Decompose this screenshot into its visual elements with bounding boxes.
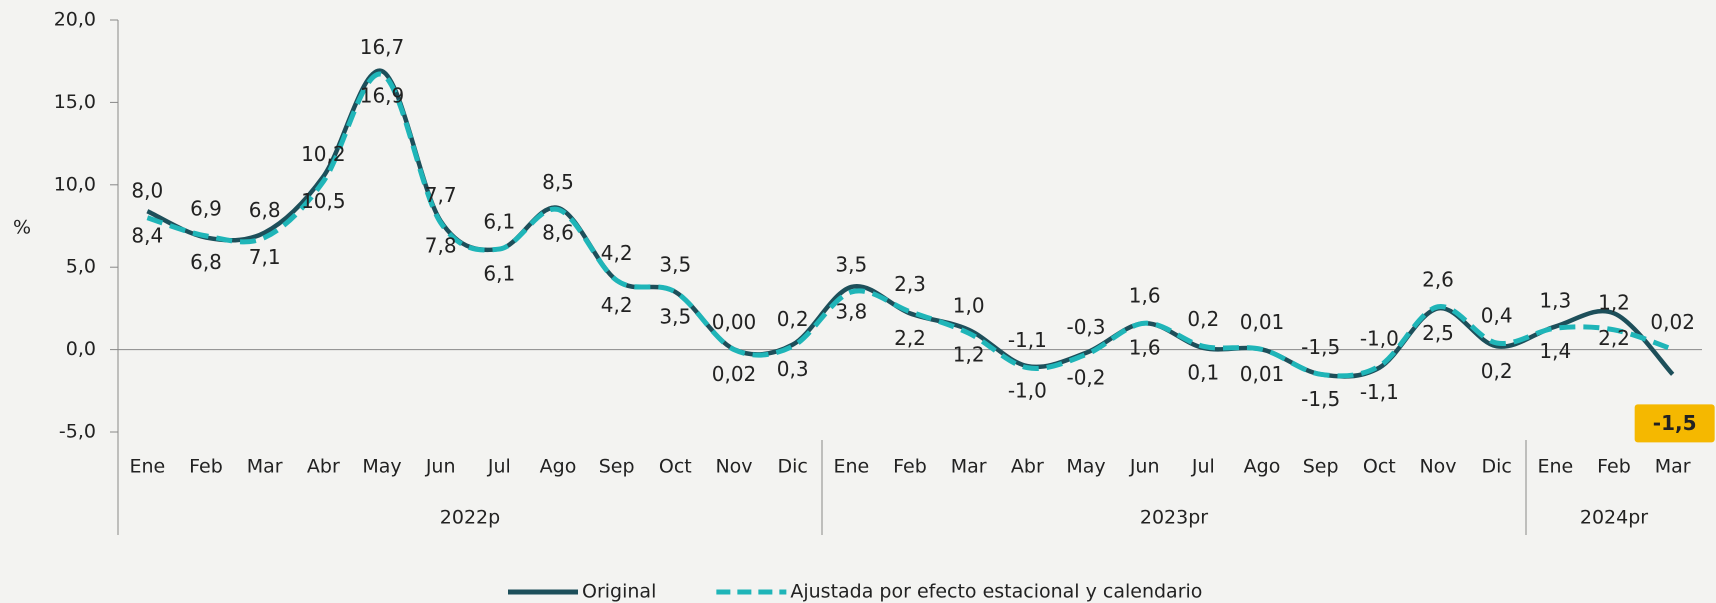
data-label: 1,2 [953,342,985,366]
data-label: 0,4 [1481,304,1513,328]
x-tick-label: Jul [487,456,511,478]
x-tick-label: Ene [833,456,869,478]
x-tick-label: Mar [951,456,987,478]
data-label: 0,2 [1187,307,1219,331]
x-tick-label: Oct [1363,456,1396,478]
data-label: 6,8 [190,250,222,274]
group-label: 2024pr [1580,507,1648,529]
legend-label: Ajustada por efecto estacional y calenda… [790,581,1202,603]
data-label: 3,5 [659,252,691,276]
group-label: 2023pr [1140,507,1208,529]
x-tick-label: Abr [307,456,340,478]
x-tick-label: Nov [715,456,752,478]
x-tick-label: Sep [599,456,635,478]
data-label: 2,2 [1598,326,1630,350]
data-label: -1,5 [1301,335,1340,359]
x-tick-label: Sep [1303,456,1339,478]
x-tick-label: Feb [189,456,223,478]
data-label: 3,5 [659,304,691,328]
data-label: 10,5 [301,189,346,213]
data-label: 1,0 [953,294,985,318]
data-label: 6,1 [483,210,515,234]
x-tick-label: Abr [1011,456,1044,478]
y-tick-label: 15,0 [54,91,96,113]
data-label: 16,9 [360,84,405,108]
data-label: 0,2 [1481,359,1513,383]
x-tick-label: Oct [659,456,692,478]
data-label: -1,5 [1653,411,1697,435]
data-label: 16,7 [360,35,405,59]
data-label: 0,2 [777,307,809,331]
x-tick-label: Nov [1419,456,1456,478]
y-tick-label: 5,0 [66,256,96,278]
y-axis-label: % [13,217,31,239]
y-tick-label: -5,0 [59,421,96,443]
data-label: 2,6 [1422,267,1454,291]
data-label: 0,02 [712,362,757,386]
data-label: 10,2 [301,142,346,166]
data-label: 2,2 [894,326,926,350]
data-label: 1,6 [1129,336,1161,360]
x-tick-label: Mar [1655,456,1691,478]
data-label: 1,2 [1598,290,1630,314]
data-label: 1,3 [1539,289,1571,313]
data-label: 7,8 [425,234,457,258]
data-label: 0,00 [712,310,757,334]
data-label: 0,3 [777,357,809,381]
y-tick-label: 10,0 [54,173,96,195]
data-label: 7,1 [249,245,281,269]
data-label: 0,1 [1187,360,1219,384]
data-label: 3,5 [835,252,867,276]
x-tick-label: Jun [425,456,456,478]
data-label: 8,4 [131,224,163,248]
x-tick-label: Jul [1191,456,1215,478]
data-label: 8,5 [542,170,574,194]
series-line [146,71,1674,379]
data-label: 4,2 [601,293,633,317]
x-tick-label: Ago [540,456,577,478]
x-tick-label: Ene [1537,456,1573,478]
data-label: 0,01 [1240,310,1285,334]
data-label: 1,4 [1539,339,1571,363]
x-tick-label: Ago [1244,456,1281,478]
x-tick-label: Ene [129,456,165,478]
data-label: 4,2 [601,241,633,265]
y-tick-label: 0,0 [66,338,96,360]
data-label: 6,1 [483,262,515,286]
data-label: 2,5 [1422,321,1454,345]
data-label: -1,1 [1360,380,1399,404]
x-tick-label: May [362,456,401,478]
data-label: 6,9 [190,196,222,220]
x-tick-label: Mar [247,456,283,478]
data-label: 0,02 [1650,310,1695,334]
data-label: 8,0 [131,178,163,202]
data-label: 3,8 [835,299,867,323]
legend-label: Original [582,581,656,603]
highlight-box [1634,404,1715,443]
x-tick-label: Jun [1129,456,1160,478]
data-label: 7,7 [425,183,457,207]
data-label: 8,6 [542,220,574,244]
data-label: -1,0 [1360,327,1399,351]
x-tick-label: Feb [893,456,927,478]
data-label: -0,2 [1066,365,1105,389]
y-tick-label: 20,0 [54,9,96,31]
data-label: -0,3 [1066,315,1105,339]
x-tick-label: Dic [777,456,807,478]
data-label: 0,01 [1240,362,1285,386]
x-tick-label: Dic [1481,456,1511,478]
data-label: -1,1 [1008,328,1047,352]
data-label: 6,8 [249,198,281,222]
data-label: 1,6 [1129,284,1161,308]
x-tick-label: May [1066,456,1105,478]
data-label: -1,0 [1008,379,1047,403]
data-label: 2,3 [894,272,926,296]
group-label: 2022p [440,507,500,529]
data-label: -1,5 [1301,387,1340,411]
x-tick-label: Feb [1597,456,1631,478]
